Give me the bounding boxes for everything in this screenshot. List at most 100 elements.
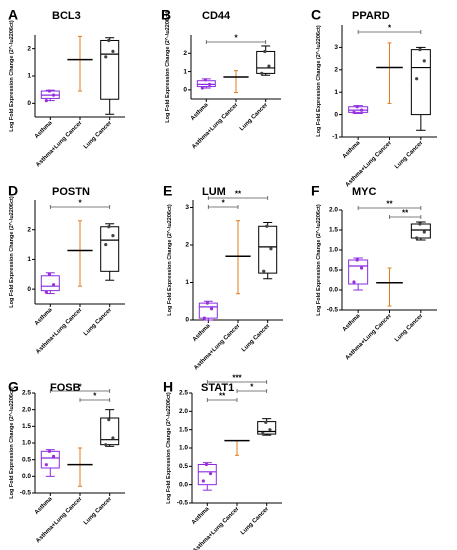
significance-bracket: ** <box>389 209 422 219</box>
significance-label: * <box>234 34 238 43</box>
data-point <box>264 420 268 424</box>
panel-letter: G <box>8 379 19 395</box>
significance-label: * <box>250 383 254 392</box>
box-iqr <box>410 223 431 239</box>
data-point <box>207 82 212 86</box>
data-point <box>359 266 364 270</box>
y-tick-label: 1.5 <box>329 227 338 234</box>
panel-d: D POSTN Log Fold Expression Change (2^-\u2… <box>8 183 125 355</box>
significance-label: ** <box>386 200 393 209</box>
x-tick-label: Lung Cancer <box>240 506 271 537</box>
y-axis-label: Log Fold Expression Change (2^-\u2206ct) <box>9 387 15 499</box>
significance-bracket: * <box>207 199 239 209</box>
data-point <box>269 247 273 251</box>
x-tick-label: Lung Cancer <box>83 496 114 527</box>
gene-title: BCL3 <box>52 10 81 22</box>
y-axis-label: Log Fold Expression Change (2^-\u2206ct) <box>9 196 15 308</box>
box-asthma: Asthma <box>191 462 217 526</box>
panel-g: G FOSB Log Fold Expression Change (2^-\u22… <box>8 379 125 544</box>
y-tick-label: -0.5 <box>327 307 339 314</box>
y-tick-label: 0 <box>27 286 31 293</box>
y-tick-label: 3 <box>334 44 338 51</box>
y-tick-label: 0 <box>185 317 189 324</box>
data-point <box>422 230 426 234</box>
data-point <box>44 290 48 294</box>
box-lung-cancer: Lung Cancer <box>240 418 277 537</box>
x-tick-label: Asthma <box>34 307 54 327</box>
gene-title: CD44 <box>202 10 231 22</box>
significance-label: * <box>93 392 97 401</box>
y-tick-label: 0 <box>27 100 31 107</box>
data-point <box>415 77 419 81</box>
data-point <box>352 280 356 284</box>
y-tick-label: -0.5 <box>20 490 32 497</box>
x-tick-label: Lung Cancer <box>394 140 425 171</box>
significance-bracket: ** <box>357 200 422 210</box>
panel-letter: B <box>161 7 171 23</box>
panel-letter: F <box>311 183 320 199</box>
y-tick-label: 1 <box>185 279 189 286</box>
panel-letter: A <box>8 7 18 23</box>
box-iqr <box>100 39 120 100</box>
data-point <box>104 443 108 447</box>
box-iqr <box>40 450 60 469</box>
y-tick-label: 0.0 <box>22 473 31 480</box>
box-lung-cancer: Lung Cancer <box>83 37 120 150</box>
y-tick-label: 0.5 <box>179 463 188 470</box>
box-iqr <box>256 50 276 74</box>
data-point <box>44 99 48 103</box>
data-point <box>418 222 422 226</box>
gene-title: LUM <box>202 186 226 198</box>
significance-bracket: *** <box>206 374 268 384</box>
box-lung-cancer: Lung Cancer <box>83 409 120 527</box>
gene-title: MYC <box>352 186 377 198</box>
y-axis-label: Log Fold Expression Change (2^-\u2206ct) <box>167 204 173 316</box>
data-point <box>104 242 108 247</box>
x-tick-label: Asthma <box>191 506 211 526</box>
data-point <box>111 234 115 238</box>
x-tick-label: Lung Cancer <box>394 313 425 344</box>
data-point <box>47 272 52 276</box>
data-point <box>104 55 108 59</box>
data-point <box>47 449 52 453</box>
x-tick-label: Asthma <box>34 496 54 516</box>
data-point <box>355 105 359 109</box>
data-point <box>209 307 214 311</box>
data-point <box>205 301 209 305</box>
y-tick-label: 2 <box>27 45 31 52</box>
y-tick-label: 1.0 <box>329 247 338 254</box>
y-tick-label: 2.0 <box>22 406 31 413</box>
y-axis-label: Log Fold Expression Change (2^-\u2206ct) <box>165 11 171 123</box>
box-lung-cancer: Lung Cancer <box>394 46 431 171</box>
data-point <box>268 428 272 432</box>
y-tick-label: 1.0 <box>22 440 31 447</box>
significance-bracket: * <box>49 383 111 393</box>
y-tick-label: 0.5 <box>22 456 31 463</box>
box-iqr <box>100 226 120 272</box>
data-point <box>201 479 205 483</box>
data-point <box>111 49 115 54</box>
significance-label: ** <box>235 190 242 199</box>
box-iqr <box>196 80 216 88</box>
data-point <box>107 418 111 422</box>
x-tick-label: Asthma <box>342 313 362 333</box>
box-asthma: Asthma <box>34 89 60 140</box>
y-axis-label: Log Fold Expression Change (2^-\u2206ct) <box>9 20 15 132</box>
significance-label: ** <box>219 392 226 401</box>
data-point <box>355 258 359 262</box>
panel-letter: H <box>163 379 173 395</box>
y-tick-label: 0 <box>183 87 187 94</box>
data-point <box>267 64 271 68</box>
data-point <box>352 110 356 114</box>
data-point <box>51 454 56 458</box>
panel-letter: C <box>311 7 321 23</box>
y-tick-label: 2.0 <box>329 207 338 214</box>
significance-bracket: * <box>236 383 268 393</box>
significance-bracket: * <box>79 392 111 402</box>
x-tick-label: Asthma <box>34 120 54 140</box>
data-point <box>418 48 422 52</box>
data-point <box>51 283 56 287</box>
data-point <box>261 431 265 435</box>
panel-h: H STAT1 Log Fold Expression Change (2^-\u2… <box>163 374 282 550</box>
box-iqr <box>198 302 218 319</box>
